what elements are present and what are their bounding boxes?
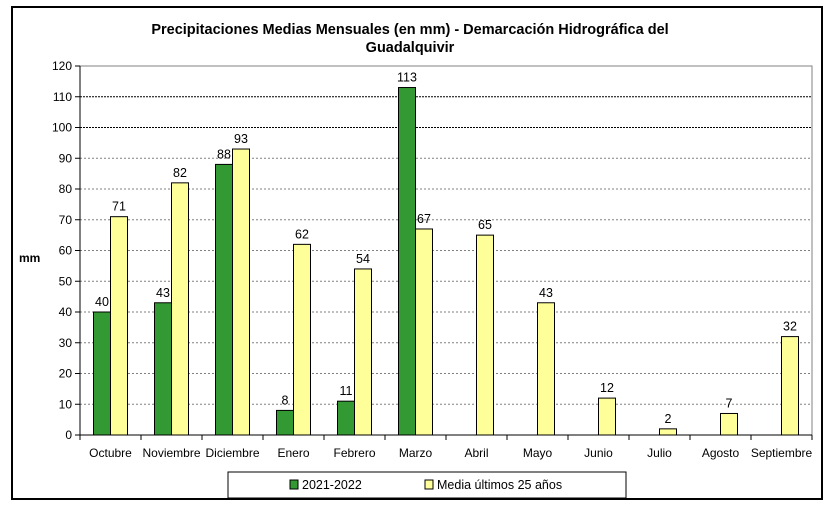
bar-media-25-anos: [171, 182, 189, 436]
data-label: 88: [217, 147, 231, 161]
y-tick-label: 0: [65, 428, 72, 442]
data-label: 32: [783, 320, 797, 334]
chart-title-line-1: Precipitaciones Medias Mensuales (en mm)…: [151, 22, 668, 38]
data-label: 7: [726, 396, 733, 410]
y-tick-label: 60: [59, 244, 73, 258]
bar-media-25-anos: [720, 412, 738, 436]
data-label: 67: [417, 212, 431, 226]
precipitation-chart: Precipitaciones Medias Mensuales (en mm)…: [19, 22, 813, 498]
x-tick-label: Agosto: [702, 446, 740, 460]
y-tick-label: 80: [59, 182, 73, 196]
data-label: 93: [234, 132, 248, 146]
bar-media-25-anos: [415, 228, 433, 436]
bar-media-25-anos: [659, 428, 677, 436]
x-tick-label: Junio: [584, 446, 613, 460]
bar-2021-2022: [337, 400, 355, 436]
bar-media-25-anos: [781, 336, 799, 436]
x-tick-label: Septiembre: [751, 446, 813, 460]
data-label: 43: [156, 286, 170, 300]
x-tick-label: Marzo: [399, 446, 433, 460]
chart-title-line-2: Guadalquivir: [366, 40, 455, 56]
bar-media-25-anos: [476, 234, 494, 436]
bar-2021-2022: [398, 87, 416, 436]
bar-2021-2022: [276, 409, 294, 436]
y-tick-label: 30: [59, 336, 73, 350]
x-tick-label: Diciembre: [205, 446, 259, 460]
plot-area: 0 10 20 30 40 50 60 70 80 90 100 110 120 Octubre 40 71 N…: [52, 59, 813, 460]
bar-media-25-anos: [232, 148, 250, 436]
bar-media-25-anos: [354, 268, 372, 436]
y-axis-label: mm: [19, 251, 40, 265]
data-label: 8: [282, 393, 289, 407]
x-tick-label: Julio: [647, 446, 672, 460]
legend-swatch: [424, 479, 434, 490]
y-tick-label: 90: [59, 151, 73, 165]
bar-2021-2022: [215, 163, 233, 436]
x-tick-label: Enero: [277, 446, 309, 460]
y-tick-label: 40: [59, 305, 73, 319]
legend-swatch: [289, 479, 299, 490]
data-label: 11: [340, 384, 353, 398]
bar-2021-2022: [154, 302, 172, 436]
x-tick-label: Octubre: [89, 446, 132, 460]
bar-media-25-anos: [537, 302, 555, 436]
data-label: 2: [665, 412, 672, 426]
legend: 2021-2022 Media últimos 25 años: [227, 471, 627, 498]
y-tick-label: 110: [53, 90, 72, 104]
data-label: 40: [95, 295, 109, 309]
y-tick-label: 10: [59, 397, 73, 411]
y-tick-label: 50: [59, 274, 73, 288]
bar-media-25-anos: [293, 243, 311, 436]
bar-2021-2022: [93, 311, 111, 436]
x-tick-label: Febrero: [333, 446, 375, 460]
y-tick-label: 20: [59, 367, 73, 381]
bar-media-25-anos: [598, 397, 616, 436]
data-label: 113: [397, 71, 417, 85]
data-label: 71: [112, 200, 126, 214]
data-label: 62: [295, 227, 309, 241]
legend-label: Media últimos 25 años: [437, 478, 562, 492]
bar-media-25-anos: [110, 216, 128, 436]
y-tick-label: 70: [59, 213, 73, 227]
data-label: 12: [600, 381, 614, 395]
data-label: 54: [356, 252, 370, 266]
x-tick-label: Mayo: [523, 446, 553, 460]
chart-frame: Precipitaciones Medias Mensuales (en mm)…: [11, 6, 823, 500]
y-tick-label: 120: [52, 59, 72, 73]
y-tick-label: 100: [52, 121, 72, 135]
x-tick-label: Noviembre: [142, 446, 200, 460]
x-tick-label: Abril: [464, 446, 488, 460]
legend-label: 2021-2022: [302, 478, 362, 492]
data-label: 65: [478, 218, 492, 232]
data-label: 82: [173, 166, 187, 180]
data-label: 43: [539, 286, 553, 300]
